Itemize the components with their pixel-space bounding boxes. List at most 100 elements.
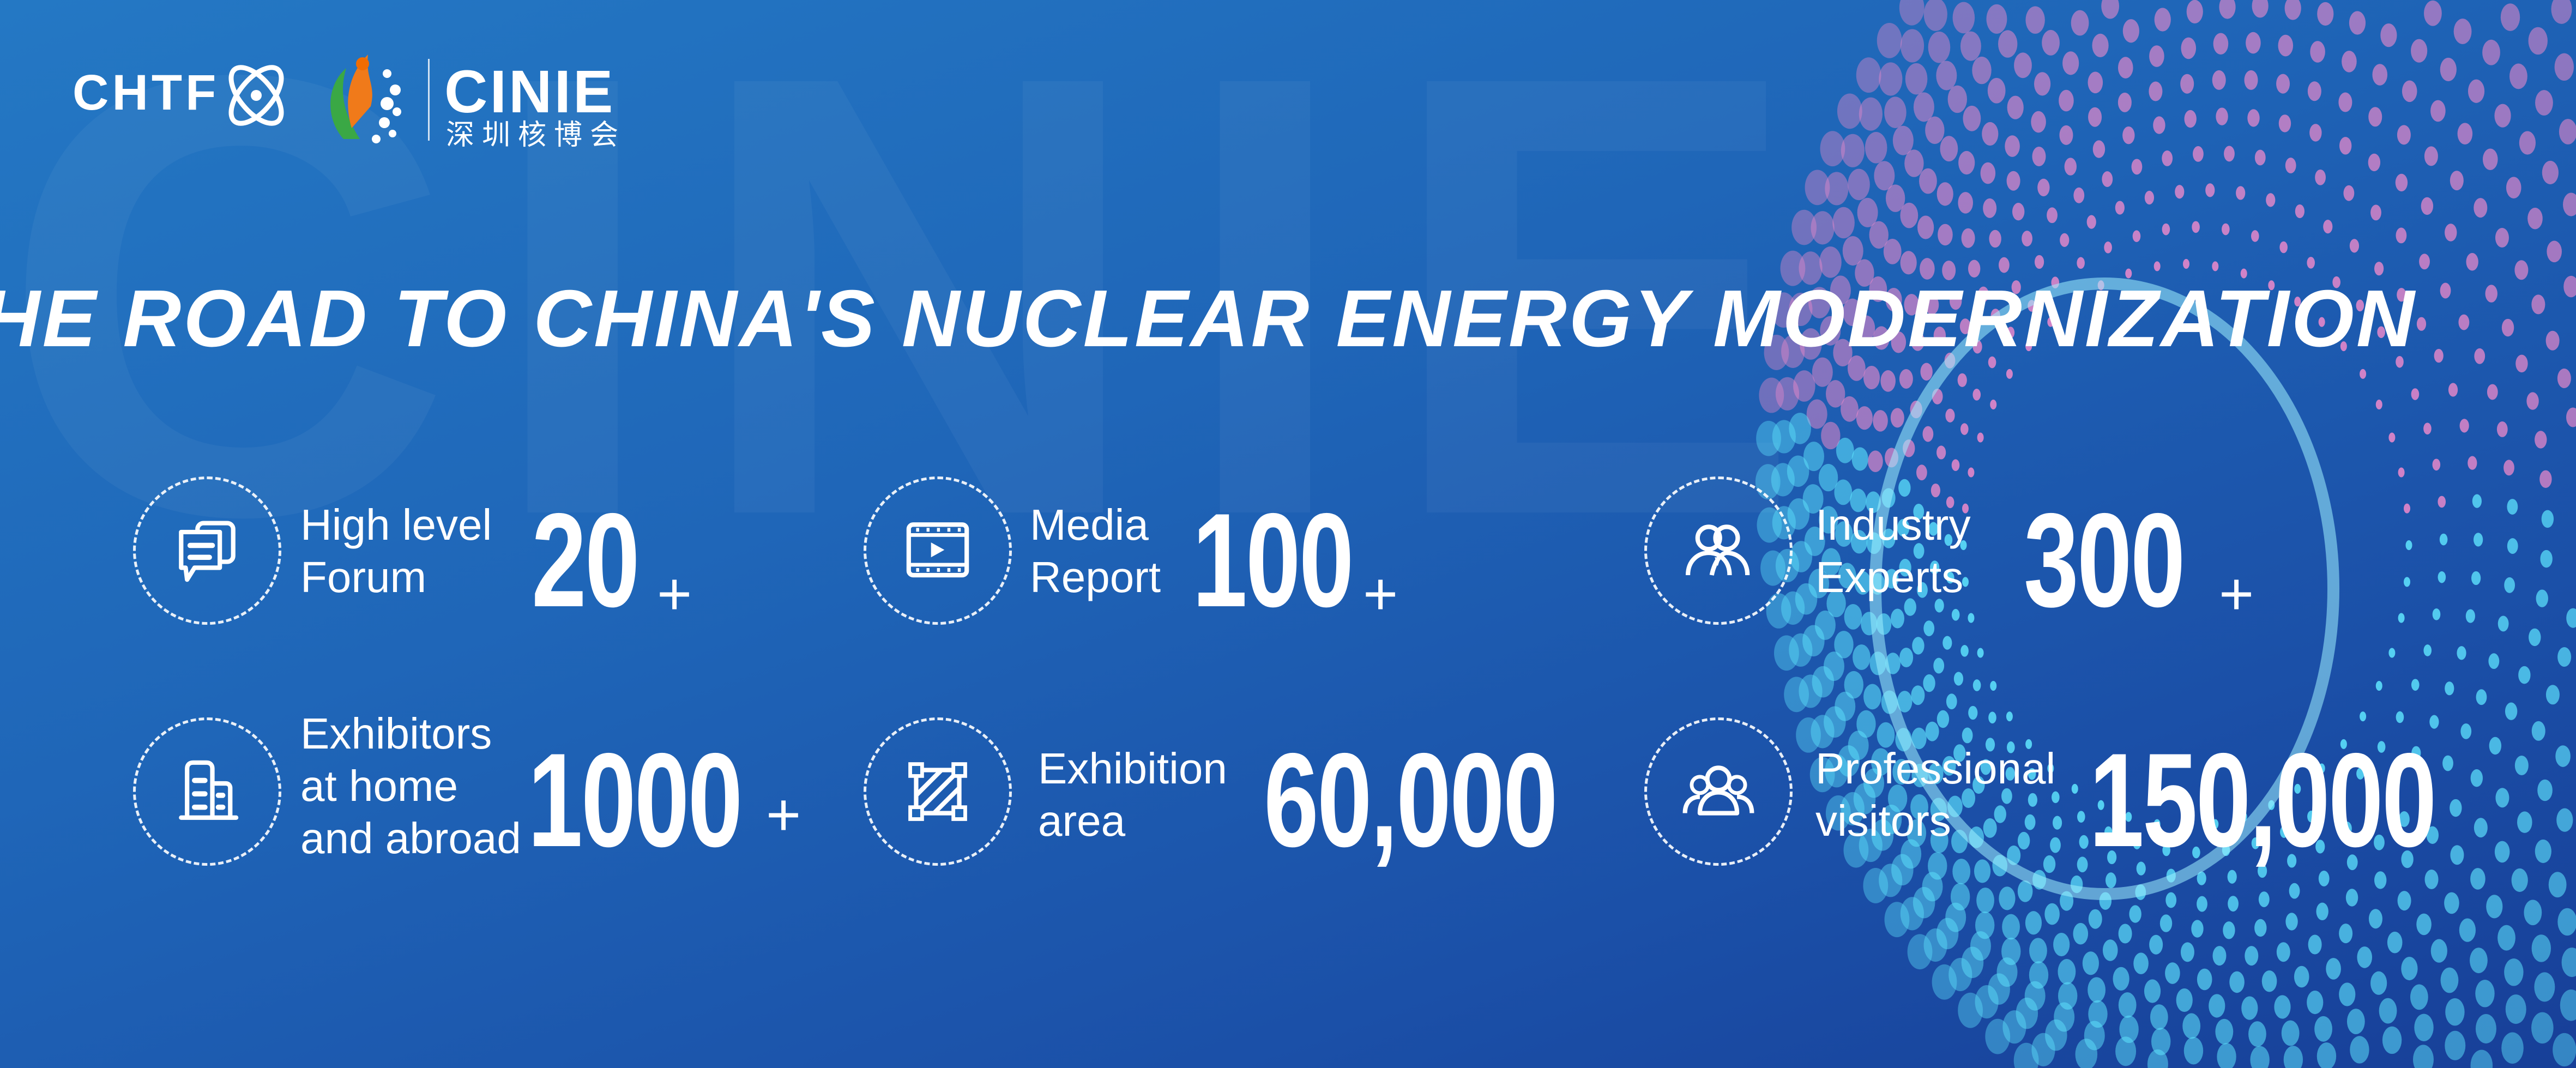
swirl-dot [2531, 934, 2551, 962]
stat-icon-circle [864, 717, 1012, 866]
swirl-dot [2519, 131, 2536, 155]
swirl-dot [2404, 577, 2411, 587]
swirl-dot [2212, 70, 2226, 90]
swirl-dot [2084, 1021, 2105, 1051]
swirl-dot [2034, 255, 2044, 269]
swirl-dot [2318, 763, 2325, 774]
swirl-dot [2340, 739, 2347, 749]
swirl-dot [1988, 356, 1996, 369]
swirl-dot [2424, 0, 2442, 26]
swirl-dot [1891, 854, 1914, 886]
swirl-dot [2060, 233, 2070, 247]
swirl-dot [2104, 242, 2112, 254]
swirl-dot [2175, 185, 2185, 199]
swirl-dot [1898, 479, 1911, 497]
swirl-dot [1789, 633, 1813, 667]
swirl-dot [2531, 1012, 2554, 1044]
swirl-dot [2181, 37, 2197, 59]
stat-label-line: Exhibitors [300, 709, 492, 758]
swirl-dot [2212, 261, 2219, 271]
swirl-dot [1825, 795, 1851, 831]
swirl-dot [1988, 973, 2010, 1005]
swirl-dot [2450, 171, 2464, 191]
swirl-dot [2494, 104, 2511, 128]
swirl-dot [1844, 604, 1862, 630]
stat-suffix: + [657, 560, 692, 627]
swirl-dot [1968, 467, 1975, 478]
swirl-dot [2229, 971, 2245, 993]
swirl-dot [2001, 937, 2021, 966]
swirl-dot [1844, 671, 1864, 699]
swirl-dot [2535, 839, 2551, 864]
swirl-dot [2266, 193, 2276, 207]
swirl-dot [1976, 888, 1994, 913]
swirl-dot [2318, 871, 2330, 886]
swirl-dot [2149, 81, 2163, 101]
swirl-dot [2025, 739, 2032, 749]
swirl-dot [2430, 939, 2447, 963]
swirl-dot [2524, 900, 2542, 926]
swirl-dot [1916, 464, 1927, 481]
swirl-dot [1850, 530, 1868, 554]
swirl-dot [2459, 918, 2476, 942]
swirl-dot [2042, 29, 2060, 56]
swirl-dot [1853, 644, 1871, 670]
swirl-dot [2088, 977, 2106, 1003]
swirl-dot [1819, 506, 1838, 534]
logo-cinie-chinese: 深圳核博会 [446, 119, 626, 152]
swirl-dot [2307, 81, 2321, 101]
swirl-dot [1883, 238, 1902, 264]
swirl-dot [1812, 357, 1833, 387]
swirl-dot [2285, 913, 2298, 931]
swirl-dot [2356, 768, 2364, 780]
swirl-dot [2416, 317, 2427, 331]
swirl-dot [1951, 608, 1960, 621]
swirl-dot [2537, 779, 2553, 801]
swirl-dot [2323, 220, 2333, 234]
stat-icon-circle [133, 476, 281, 625]
swirl-dot [2367, 799, 2378, 814]
swirl-dot [1818, 463, 1838, 492]
swirl-dot [2191, 920, 2204, 938]
swirl-dot [1781, 334, 1805, 368]
swirl-dot [1899, 0, 1925, 26]
swirl-dot [1834, 479, 1853, 505]
swirl-dot [2397, 125, 2411, 145]
swirl-dot [2536, 589, 2548, 607]
swirl-dot [1957, 373, 1967, 387]
swirl-dot [2518, 666, 2531, 684]
swirl-dot [2228, 896, 2239, 912]
swirl-dot [2285, 158, 2296, 173]
swirl-dot [1837, 93, 1862, 129]
swirl-dot [2153, 261, 2161, 271]
swirl-dot [2043, 855, 2056, 873]
swirl-dot [2424, 146, 2438, 166]
swirl-dot [2002, 1010, 2026, 1044]
swirl-dot [2132, 230, 2141, 242]
swirl-dot [1985, 1018, 2011, 1054]
logo-divider [428, 59, 430, 141]
swirl-dot [2029, 938, 2047, 964]
swirl-dot [1771, 292, 1796, 328]
swirl-dot [2101, 0, 2120, 19]
swirl-dot [1994, 805, 2006, 823]
swirl-dot [1832, 207, 1855, 239]
swirl-dot [2117, 57, 2133, 79]
swirl-dot [1917, 582, 1928, 598]
stat-icon-circle [864, 476, 1012, 625]
swirl-dot [2247, 109, 2260, 127]
swirl-dot [2445, 224, 2457, 242]
swirl-dot [2295, 204, 2304, 219]
stat-label-line: Exhibition [1038, 744, 1227, 793]
swirl-dot [2372, 64, 2388, 86]
swirl-dot [2028, 793, 2037, 807]
swirl-dot [1925, 116, 1945, 144]
swirl-dot [1960, 540, 1967, 550]
swirl-dot [2261, 970, 2277, 992]
swirl-dot [2445, 681, 2454, 696]
swirl-dot [2517, 811, 2532, 833]
swirl-dot [2278, 34, 2294, 57]
swirl-dot [2505, 994, 2526, 1024]
swirl-dot [1987, 77, 2006, 104]
swirl-dot [2468, 79, 2485, 103]
